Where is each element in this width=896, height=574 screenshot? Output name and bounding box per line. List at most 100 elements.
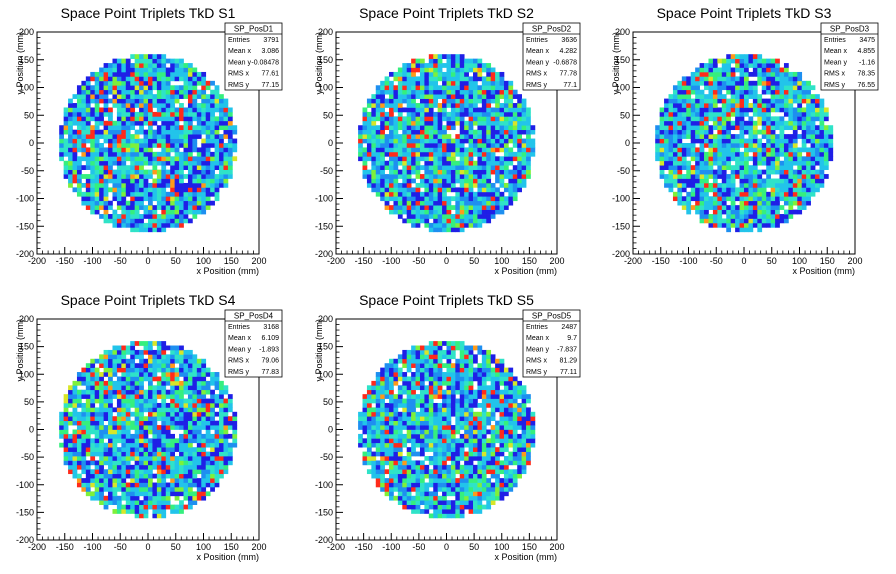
histogram-bin [490, 196, 496, 202]
histogram-bin [170, 63, 175, 68]
histogram-bin [757, 227, 763, 233]
histogram-bin [761, 89, 767, 95]
histogram-bin [393, 196, 399, 202]
histogram-bin [393, 129, 399, 135]
histogram-bin [806, 98, 811, 104]
histogram-bin [775, 134, 780, 139]
histogram-bin [708, 174, 714, 179]
histogram-bin [446, 151, 452, 157]
histogram-bin [442, 63, 447, 68]
histogram-bin [183, 416, 189, 422]
histogram-bin [99, 394, 104, 399]
histogram-bin [192, 433, 198, 439]
histogram-bin [739, 80, 745, 86]
histogram-bin [744, 182, 749, 188]
histogram-bin [668, 125, 674, 131]
histogram-bin [512, 169, 518, 175]
histogram-bin [187, 451, 193, 457]
histogram-bin [103, 495, 109, 501]
histogram-bin [85, 80, 91, 86]
histogram-bin [148, 67, 153, 73]
histogram-bin [362, 151, 368, 157]
histogram-bin [726, 76, 732, 82]
histogram-bin [108, 125, 113, 131]
histogram-bin [380, 147, 385, 153]
histogram-bin [362, 169, 368, 175]
histogram-bin [156, 58, 162, 64]
histogram-bin [442, 147, 447, 153]
histogram-bin [121, 107, 127, 113]
histogram-bin [708, 94, 714, 99]
histogram-bin [442, 116, 447, 122]
histogram-bin [801, 169, 807, 175]
histogram-bin [85, 416, 91, 422]
histogram-bin [415, 103, 421, 108]
histogram-bin [121, 151, 127, 157]
histogram-bin [187, 67, 193, 73]
histogram-bin [94, 98, 100, 104]
histogram-bin [112, 58, 118, 64]
histogram-bin [752, 71, 758, 77]
histogram-bin [148, 98, 153, 104]
histogram-bin [130, 227, 136, 233]
histogram-bin [389, 120, 394, 126]
histogram-bin [393, 147, 399, 153]
histogram-bin [108, 71, 113, 77]
histogram-bin [227, 116, 233, 122]
histogram-bin [59, 416, 64, 422]
histogram-bin [108, 174, 113, 179]
histogram-bin [196, 103, 202, 108]
histogram-bin [161, 94, 167, 99]
histogram-bin [792, 156, 798, 162]
histogram-bin [770, 89, 776, 95]
histogram-bin [442, 196, 447, 202]
histogram-bin [85, 411, 91, 417]
histogram-bin [223, 156, 229, 162]
histogram-bin [473, 147, 478, 153]
histogram-bin [468, 67, 474, 73]
histogram-bin [108, 411, 113, 417]
histogram-bin [179, 509, 184, 514]
histogram-bin [187, 358, 193, 364]
histogram-bin [165, 214, 171, 219]
histogram-bin [165, 451, 171, 457]
histogram-bin [214, 429, 220, 435]
histogram-bin [797, 80, 803, 86]
histogram-bin [810, 156, 816, 162]
histogram-bin [389, 160, 394, 166]
histogram-bin [139, 394, 144, 399]
histogram-bin [433, 187, 439, 193]
histogram-bin [730, 89, 736, 95]
histogram-bin [371, 143, 377, 148]
histogram-bin [823, 129, 829, 135]
histogram-bin [437, 103, 443, 108]
histogram-bin [433, 85, 439, 91]
histogram-bin [459, 71, 465, 77]
histogram-bin [779, 182, 785, 188]
histogram-bin [468, 174, 474, 179]
histogram-bin [481, 174, 487, 179]
histogram-bin [187, 80, 193, 86]
histogram-bin [362, 156, 368, 162]
histogram-bin [192, 367, 198, 373]
stats-label: Mean y [824, 59, 847, 66]
histogram-bin [481, 147, 487, 153]
histogram-bin [397, 182, 403, 188]
histogram-bin [139, 509, 144, 514]
histogram-bin [473, 89, 478, 95]
histogram-bin [757, 196, 763, 202]
histogram-bin [721, 160, 727, 166]
histogram-bin [187, 98, 193, 104]
histogram-bin [521, 125, 527, 131]
histogram-bin [730, 182, 736, 188]
histogram-bin [90, 89, 96, 95]
histogram-bin [143, 376, 149, 382]
histogram-bin [752, 107, 758, 113]
histogram-bin [108, 407, 113, 413]
histogram-bin [81, 402, 87, 408]
histogram-bin [179, 58, 184, 64]
histogram-bins [655, 54, 834, 233]
histogram-bin [419, 111, 425, 117]
histogram-bin [81, 442, 87, 448]
histogram-bin [406, 111, 412, 117]
